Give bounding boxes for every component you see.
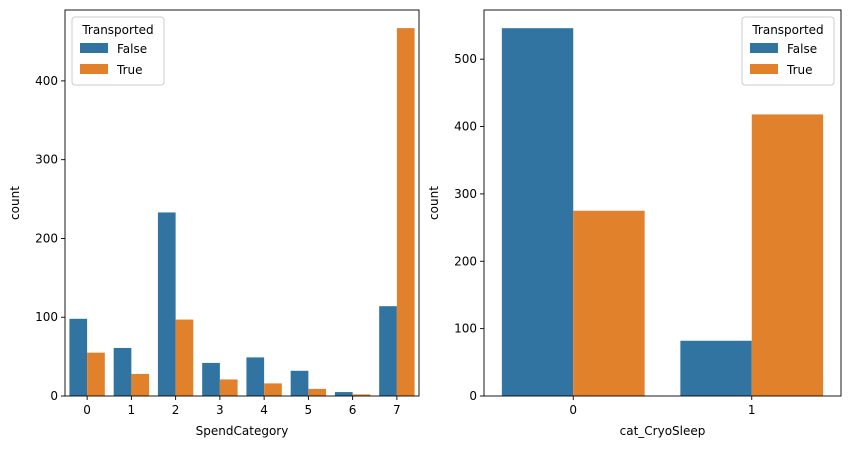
y-tick-label: 300 [35, 153, 58, 167]
bar-true-1 [751, 114, 824, 397]
x-tick-label: 1 [748, 403, 756, 417]
x-tick-label: 3 [216, 403, 224, 417]
y-tick-label: 400 [35, 74, 58, 88]
bar-true-7 [396, 28, 415, 396]
y-tick-label: 200 [454, 254, 477, 268]
bar-true-5 [308, 388, 327, 396]
legend-title: Transported [751, 23, 823, 37]
axes-frame [483, 9, 842, 397]
y-tick-label: 200 [35, 231, 58, 245]
legend-swatch-true [80, 64, 108, 74]
axes-frame [64, 9, 420, 397]
bar-true-3 [219, 379, 238, 396]
bar-false-3 [202, 362, 220, 396]
y-axis-label: count [427, 186, 441, 220]
bar-true-4 [264, 383, 282, 396]
legend-label-true: True [786, 63, 813, 77]
bar-false-1 [113, 347, 132, 396]
chart-cryosleep: 0 100 200 300 400 500 0 1 cat_CryoSleep count Tran… [427, 9, 842, 438]
y-tick-label: 300 [454, 187, 477, 201]
y-tick-label: 500 [454, 52, 477, 66]
bar-true-2 [175, 319, 194, 396]
legend: Transported False True [71, 16, 165, 86]
legend: Transported False True [741, 16, 835, 86]
bar-true-0 [87, 352, 105, 396]
bar-false-6 [334, 392, 353, 396]
bar-true-1 [131, 373, 150, 396]
bar-false-5 [290, 370, 309, 396]
bar-true-6 [352, 394, 371, 396]
x-tick-label: 4 [260, 403, 268, 417]
chart-spend-category: 0 100 200 300 400 0 1 2 3 4 5 6 7 SpendCategory count T… [8, 9, 420, 438]
bar-true-0 [573, 210, 645, 396]
bar-false-1 [680, 340, 752, 396]
y-tick-label: 100 [35, 310, 58, 324]
x-axis-label: SpendCategory [196, 424, 289, 438]
y-tick-label: 0 [469, 389, 477, 403]
legend-title: Transported [81, 23, 153, 37]
bar-false-2 [157, 212, 176, 396]
legend-label-false: False [787, 42, 817, 56]
bar-false-0 [501, 28, 574, 397]
x-tick-label: 5 [305, 403, 313, 417]
legend-swatch-true [750, 64, 778, 74]
y-axis-label: count [8, 186, 22, 220]
x-tick-label: 0 [83, 403, 91, 417]
x-tick-label: 7 [393, 403, 401, 417]
bar-false-4 [246, 357, 265, 396]
legend-label-false: False [117, 42, 147, 56]
x-tick-label: 2 [172, 403, 180, 417]
legend-swatch-false [750, 43, 778, 53]
x-tick-label: 1 [128, 403, 136, 417]
bar-false-0 [69, 318, 88, 396]
legend-label-true: True [116, 63, 143, 77]
x-axis-label: cat_CryoSleep [620, 424, 706, 438]
bar-false-7 [379, 306, 397, 396]
y-tick-label: 400 [454, 120, 477, 134]
x-tick-label: 0 [569, 403, 577, 417]
legend-swatch-false [80, 43, 108, 53]
x-tick-label: 6 [349, 403, 357, 417]
y-tick-label: 100 [454, 322, 477, 336]
y-tick-label: 0 [50, 389, 58, 403]
